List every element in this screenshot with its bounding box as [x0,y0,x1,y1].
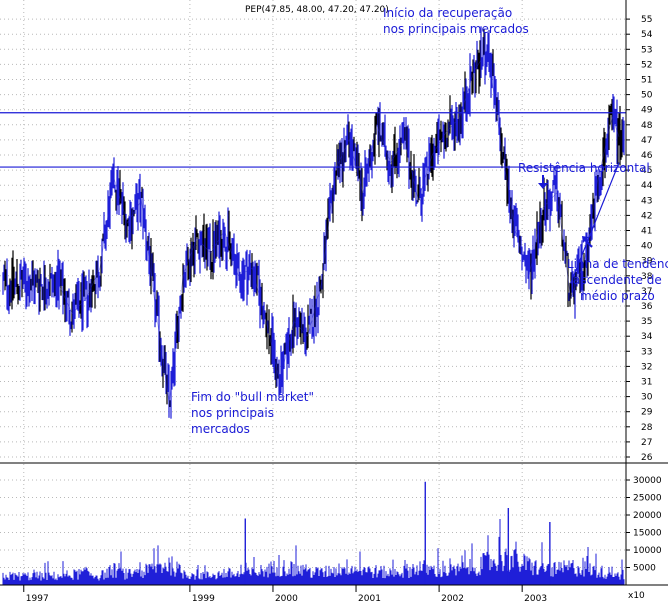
price-tick-label: 40 [641,242,653,252]
price-tick-label: 36 [641,302,653,312]
price-tick-label: 39 [641,257,653,267]
price-tick-label: 51 [641,76,652,86]
price-tick-label: 42 [641,211,652,221]
price-tick-label: 52 [641,60,652,70]
volume-plot [2,481,625,585]
annotation-bull-market-line1: Fim do "bull market" [191,390,314,404]
price-tick-label: 35 [641,317,652,327]
annotation-bull-market-line3: mercados [191,422,250,436]
chart-title: PEP(47.85, 48.00, 47.20, 47.20) [245,5,389,15]
price-series-line [58,48,620,405]
price-tick-label: 28 [641,423,653,433]
annotation-trendline-line2: ascendente de [573,273,662,287]
price-tick-label: 26 [641,453,653,463]
price-tick-label: 38 [641,272,653,282]
volume-tick-label: 15000 [633,529,662,539]
price-tick-label: 50 [641,91,653,101]
price-tick-label: 43 [641,196,652,206]
year-tick-label: 2003 [524,594,547,604]
price-tick-label: 44 [641,181,653,191]
price-tick-label: 33 [641,347,652,357]
year-tick-label: 2002 [441,594,464,604]
annotation-recovery-line1: Início da recuperação [383,6,512,20]
annotation-horizontal-resistance: Resistência horizontal [518,161,650,175]
price-tick-label: 55 [641,15,652,25]
volume-tick-label: 25000 [633,494,662,504]
price-tick-label: 34 [641,332,653,342]
annotation-bull-market-line2: nos principais [191,406,274,420]
price-tick-label: 37 [641,287,652,297]
reference-lines [0,112,626,284]
volume-tick-label: 20000 [633,511,662,521]
price-tick-label: 32 [641,362,652,372]
price-tick-label: 30 [641,393,653,403]
annotation-recovery-line2: nos principais mercados [383,22,529,36]
price-tick-label: 49 [641,106,653,116]
price-tick-label: 45 [641,166,652,176]
trendline-arrow-icon [582,236,593,248]
price-tick-label: 47 [641,136,652,146]
annotation-trendline-line3: médio prazo [580,289,655,303]
price-tick-label: 29 [641,408,653,418]
touch-point-circle-icon [576,148,590,162]
price-tick-label: 27 [641,438,652,448]
volume-tick-label: 5000 [633,564,656,574]
volume-multiplier-label: x10 [628,591,645,601]
year-tick-label: 2000 [275,594,298,604]
price-tick-label: 31 [641,378,652,388]
volume-tick-label: 10000 [633,546,662,556]
volume-tick-label: 30000 [633,476,662,486]
year-tick-label: 2001 [358,594,381,604]
price-tick-label: 46 [641,151,653,161]
year-tick-label: 1999 [192,594,215,604]
price-tick-label: 53 [641,45,652,55]
volume-y-axis: 5000 10000 15000 20000 25000 30000 [626,476,662,574]
price-tick-label: 41 [641,227,652,237]
resistance-arrow-icon [538,175,548,189]
x-axis: 1997 1999 2000 2001 2002 2003 [23,585,547,604]
price-tick-label: 54 [641,30,653,40]
year-tick-label: 1997 [26,594,49,604]
price-y-axis: 26 27 28 29 30 31 32 33 34 35 36 37 38 39 40 41 42 43 44 45… [626,15,653,463]
ascending-trendline [570,162,620,284]
price-tick-label: 48 [641,121,653,131]
annotation-trendline-line1: Linha de tendência [567,257,668,271]
